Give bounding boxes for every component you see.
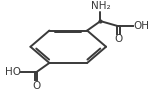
Text: O: O	[114, 34, 122, 44]
Text: HO: HO	[5, 67, 21, 77]
Text: OH: OH	[133, 21, 149, 31]
Text: O: O	[32, 81, 40, 91]
Text: NH₂: NH₂	[91, 1, 110, 11]
